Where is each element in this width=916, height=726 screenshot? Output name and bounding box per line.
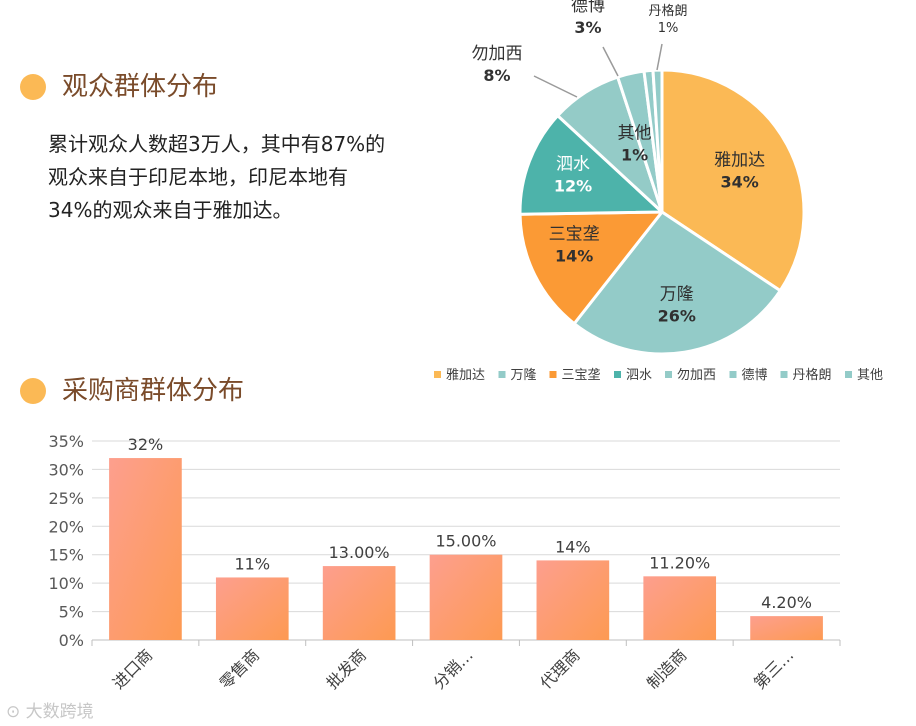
watermark-logo-icon: ⊙	[6, 702, 26, 722]
legend-swatch	[549, 371, 557, 378]
legend-swatch	[729, 371, 737, 378]
pie-slice-label: 12%	[554, 176, 592, 195]
bar-data-label: 13.00%	[329, 543, 390, 562]
pie-leader-line	[602, 46, 619, 77]
bar	[750, 616, 823, 640]
audience-description-line: 观众来自于印尼本地，印尼本地有	[48, 165, 348, 189]
y-tick-label: 25%	[48, 489, 84, 508]
audience-description-line: 累计观众人数超3万人，其中有87%的	[48, 132, 386, 156]
legend-entry: 其他	[857, 368, 883, 383]
buyer-section-title: 采购商群体分布	[62, 376, 245, 406]
pie-slice-label: 34%	[720, 172, 758, 191]
x-category-label: 分销…	[429, 645, 476, 692]
legend-entry: 丹格朗	[793, 367, 832, 383]
x-category-label: 第三…	[750, 645, 797, 692]
y-tick-label: 15%	[48, 546, 84, 565]
bar-data-label: 4.20%	[761, 593, 812, 612]
y-tick-label: 5%	[59, 603, 84, 622]
pie-leader-line	[533, 75, 578, 98]
legend-swatch	[498, 371, 506, 378]
x-category-label: 批发商	[323, 645, 370, 692]
legend-entry: 雅加达	[446, 368, 485, 383]
pie-slice-label: 8%	[483, 66, 510, 85]
y-tick-label: 20%	[48, 517, 84, 536]
pie-slice-label: 26%	[658, 307, 696, 326]
audience-description-line: 34%的观众来自于雅加达。	[48, 198, 293, 222]
pie-slice-name: 三宝垄	[549, 225, 600, 245]
pie-slice-name: 丹格朗	[648, 3, 687, 19]
pie-slice-name: 其他	[618, 123, 652, 143]
y-tick-label: 35%	[48, 432, 84, 451]
pie-slice	[518, 210, 664, 326]
y-tick-label: 0%	[59, 631, 84, 650]
buyer-bar-chart: 0% 5% 10% 15% 20% 25% 30% 35% 32% 进口商 11% 零售商 13.00%…	[48, 432, 841, 693]
legend-entry: 三宝垄	[562, 368, 601, 383]
x-category-label: 制造商	[643, 645, 690, 692]
bar-data-label: 11%	[235, 554, 271, 573]
legend-swatch	[614, 371, 621, 378]
legend-swatch	[434, 371, 441, 378]
audience-bullet-icon	[20, 74, 46, 100]
x-category-label: 代理商	[536, 645, 583, 692]
x-category-label: 零售商	[216, 645, 263, 692]
legend-swatch	[780, 371, 788, 378]
bar-data-label: 11.20%	[649, 553, 710, 572]
pie-slice	[518, 114, 664, 216]
audience-description: 累计观众人数超3万人，其中有87%的 观众来自于印尼本地，印尼本地有 34%的观…	[48, 128, 448, 227]
y-tick-label: 30%	[48, 460, 84, 479]
buyer-bullet-icon	[20, 378, 46, 404]
audience-section-title: 观众群体分布	[62, 72, 219, 102]
pie-slice	[572, 210, 782, 356]
legend-entry: 万隆	[511, 368, 537, 383]
pie-slice-name: 泗水	[556, 154, 590, 174]
pie-slice-label: 14%	[555, 247, 593, 266]
bar-data-label: 14%	[555, 537, 591, 556]
legend-entry: 泗水	[626, 368, 652, 383]
pie-leader-line	[656, 43, 663, 71]
pie-slice-label: 1%	[621, 145, 648, 164]
bar	[215, 577, 289, 640]
bar-data-label: 15.00%	[435, 532, 496, 551]
bar	[536, 560, 610, 640]
pie-slice-name: 德博	[571, 0, 605, 16]
y-tick-label: 10%	[48, 574, 84, 593]
bar	[429, 554, 503, 640]
audience-pie-chart: 雅加达 34% 万隆 26% 三宝垄 14% 泗水 12% 勿加西 8% 德博 3% 丹格朗 1% 其他 1%…	[434, 0, 883, 383]
pie-slice-name: 勿加西	[472, 44, 523, 64]
x-category-label: 进口商	[109, 645, 156, 692]
watermark: ⊙ 大数跨境	[6, 697, 94, 722]
bar	[322, 566, 396, 640]
pie-slice-label: 1%	[658, 21, 679, 36]
pie-slice-label: 3%	[574, 18, 601, 37]
bar	[643, 576, 717, 640]
bar	[109, 458, 182, 640]
bar-data-label: 32%	[128, 435, 164, 454]
pie-slice-name: 万隆	[660, 285, 694, 305]
legend-swatch	[665, 371, 672, 378]
legend-entry: 勿加西	[677, 368, 716, 383]
pie-slice-name: 雅加达	[714, 150, 765, 170]
legend-entry: 德博	[742, 368, 768, 383]
watermark-text: 大数跨境	[25, 702, 94, 722]
legend-swatch	[845, 371, 852, 378]
